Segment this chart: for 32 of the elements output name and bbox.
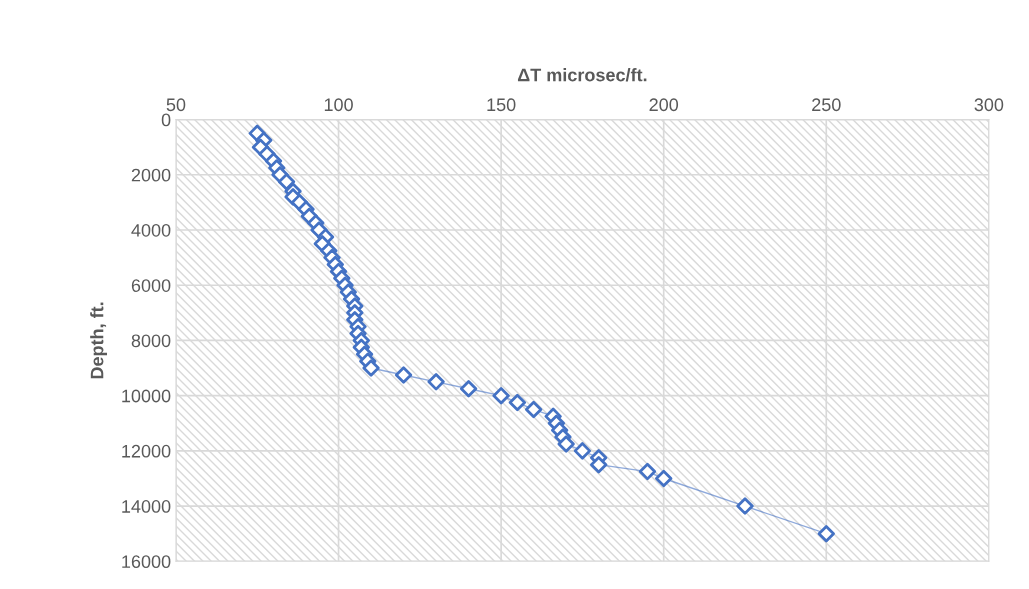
point [362,359,380,377]
x-tick-label: 150 [487,98,516,112]
y-tick-label: 6000 [131,279,171,292]
point [817,525,835,543]
point [459,380,478,398]
y-tick-label: 10000 [122,389,171,403]
point [524,400,543,419]
y-tick-label: 0 [161,113,171,127]
point [573,442,592,460]
point [590,456,608,474]
x-tick-label: 200 [649,98,679,112]
point [655,469,673,488]
y-tick-label: 16000 [122,555,171,569]
y-tick-label: 14000 [122,500,171,513]
point [736,497,754,515]
x-tick-label: 250 [812,98,841,112]
point [508,393,527,412]
y-axis-title: Depth, ft. [90,302,108,379]
x-tick-label: 300 [974,98,1004,112]
point [638,462,657,481]
point [277,173,296,191]
y-tick-label: 4000 [131,223,171,237]
y-tick-label: 2000 [131,168,171,182]
point [427,373,445,391]
x-tick-label: 100 [324,98,353,112]
x-axis-title: ΔT microsec/ft. [517,68,647,82]
point [394,366,413,384]
point [492,386,510,405]
y-tick-label: 8000 [131,334,171,348]
y-tick-label: 12000 [122,444,171,458]
point [557,435,575,453]
x-tick-label: 50 [166,98,186,112]
